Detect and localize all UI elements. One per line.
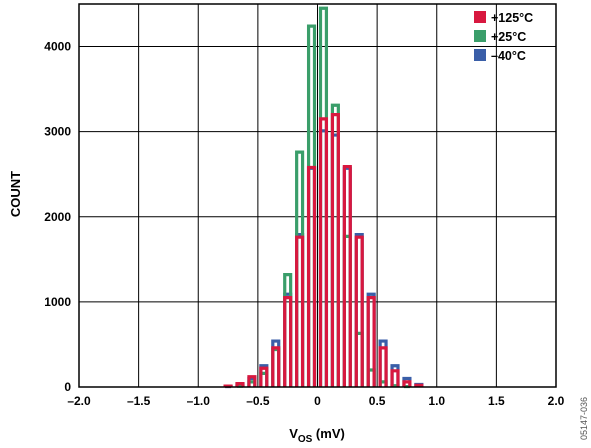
legend-label: +125°C (491, 11, 533, 25)
legend-label: +25°C (491, 30, 526, 44)
x-axis-ticks: –2.0 –1.5 –1.0 –0.5 0 0.5 1.0 1.5 2.0 (67, 394, 564, 408)
x-axis-title-unit: (mV) (312, 426, 345, 441)
y-tick-label: 2000 (44, 210, 71, 224)
histogram-bar (330, 113, 340, 387)
histogram-bar (259, 366, 269, 387)
series-125c (223, 113, 424, 388)
legend-swatch (474, 30, 486, 42)
series-40c (223, 129, 424, 389)
plot-frame (78, 3, 557, 388)
x-tick-label: –2.0 (67, 394, 91, 408)
series-25c (235, 6, 412, 389)
x-axis-title-main: V (289, 426, 298, 441)
x-axis-title-subscript: OS (298, 434, 313, 445)
y-axis-title: COUNT (8, 171, 23, 217)
x-tick-label: 0 (314, 394, 321, 408)
y-tick-label: 4000 (44, 40, 71, 54)
y-tick-label: 1000 (44, 295, 71, 309)
y-tick-label: 3000 (44, 125, 71, 139)
histogram-bar (402, 380, 412, 387)
x-tick-label: –1.0 (187, 394, 211, 408)
x-tick-label: 1.5 (488, 394, 505, 408)
figure-code: 05147-036 (579, 397, 589, 440)
x-axis-title: VOS (mV) (289, 426, 345, 445)
y-axis-ticks: 0 1000 2000 3000 4000 (44, 40, 71, 394)
histogram-bar (271, 346, 281, 387)
legend-swatch (474, 11, 486, 23)
legend: +125°C +25°C –40°C (474, 11, 533, 63)
histogram-bar (306, 165, 317, 387)
x-tick-label: 2.0 (548, 394, 565, 408)
legend-swatch (474, 49, 486, 61)
grid-lines (79, 4, 556, 387)
histogram-bar (235, 381, 245, 387)
histogram-bar (342, 164, 352, 387)
histogram-bar (295, 235, 305, 387)
legend-label: –40°C (491, 49, 526, 63)
histogram-bar (366, 296, 376, 387)
x-tick-label: –1.5 (127, 394, 151, 408)
histogram-bar (354, 235, 364, 387)
histogram-bar (414, 383, 424, 387)
x-tick-label: 0.5 (369, 394, 386, 408)
histogram-bar (390, 369, 400, 387)
histogram-bar (378, 346, 388, 387)
histogram-bar (283, 296, 293, 387)
x-tick-label: 1.0 (428, 394, 445, 408)
histogram-bar (318, 117, 329, 387)
x-tick-label: –0.5 (246, 394, 270, 408)
y-tick-label: 0 (64, 380, 71, 394)
histogram-bar (247, 375, 257, 387)
histogram-series (223, 6, 424, 389)
